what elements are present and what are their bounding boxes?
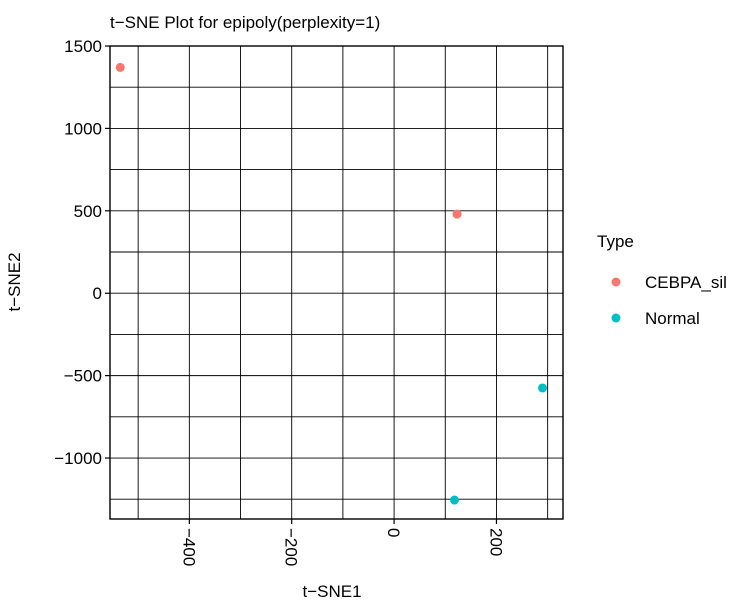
data-point (449, 495, 459, 505)
x-tick-label: 200 (486, 528, 505, 556)
x-tick-label: −200 (282, 528, 301, 566)
y-tick-label: 0 (93, 284, 102, 303)
grid (110, 46, 563, 519)
x-tick-label: 0 (384, 528, 403, 537)
legend-label: CEBPA_sil (645, 273, 727, 292)
y-tick-label: −500 (64, 367, 102, 386)
legend-items: CEBPA_sil Normal (611, 273, 727, 328)
legend-title: Type (597, 232, 634, 251)
y-axis-ticks: 1500 1000 500 0 −500 −1000 (54, 37, 110, 468)
data-point (115, 62, 125, 72)
legend-key (611, 313, 621, 323)
y-axis-title: t−SNE2 (5, 252, 24, 311)
legend-key (611, 277, 621, 287)
data-points (115, 62, 548, 505)
legend-label: Normal (645, 309, 700, 328)
legend: Type CEBPA_sil Normal (597, 232, 727, 328)
chart-title: t−SNE Plot for epipoly(perplexity=1) (110, 13, 380, 32)
y-tick-label: −1000 (54, 449, 102, 468)
y-tick-label: 500 (74, 202, 102, 221)
plot-panel-border (109, 45, 564, 520)
x-axis-title: t−SNE1 (302, 582, 361, 601)
data-point (452, 209, 462, 219)
y-tick-label: 1500 (64, 37, 102, 56)
y-tick-label: 1000 (64, 119, 102, 138)
x-axis-ticks: −400 −200 0 200 (179, 519, 505, 566)
data-point (538, 383, 548, 393)
x-tick-label: −400 (179, 528, 198, 566)
